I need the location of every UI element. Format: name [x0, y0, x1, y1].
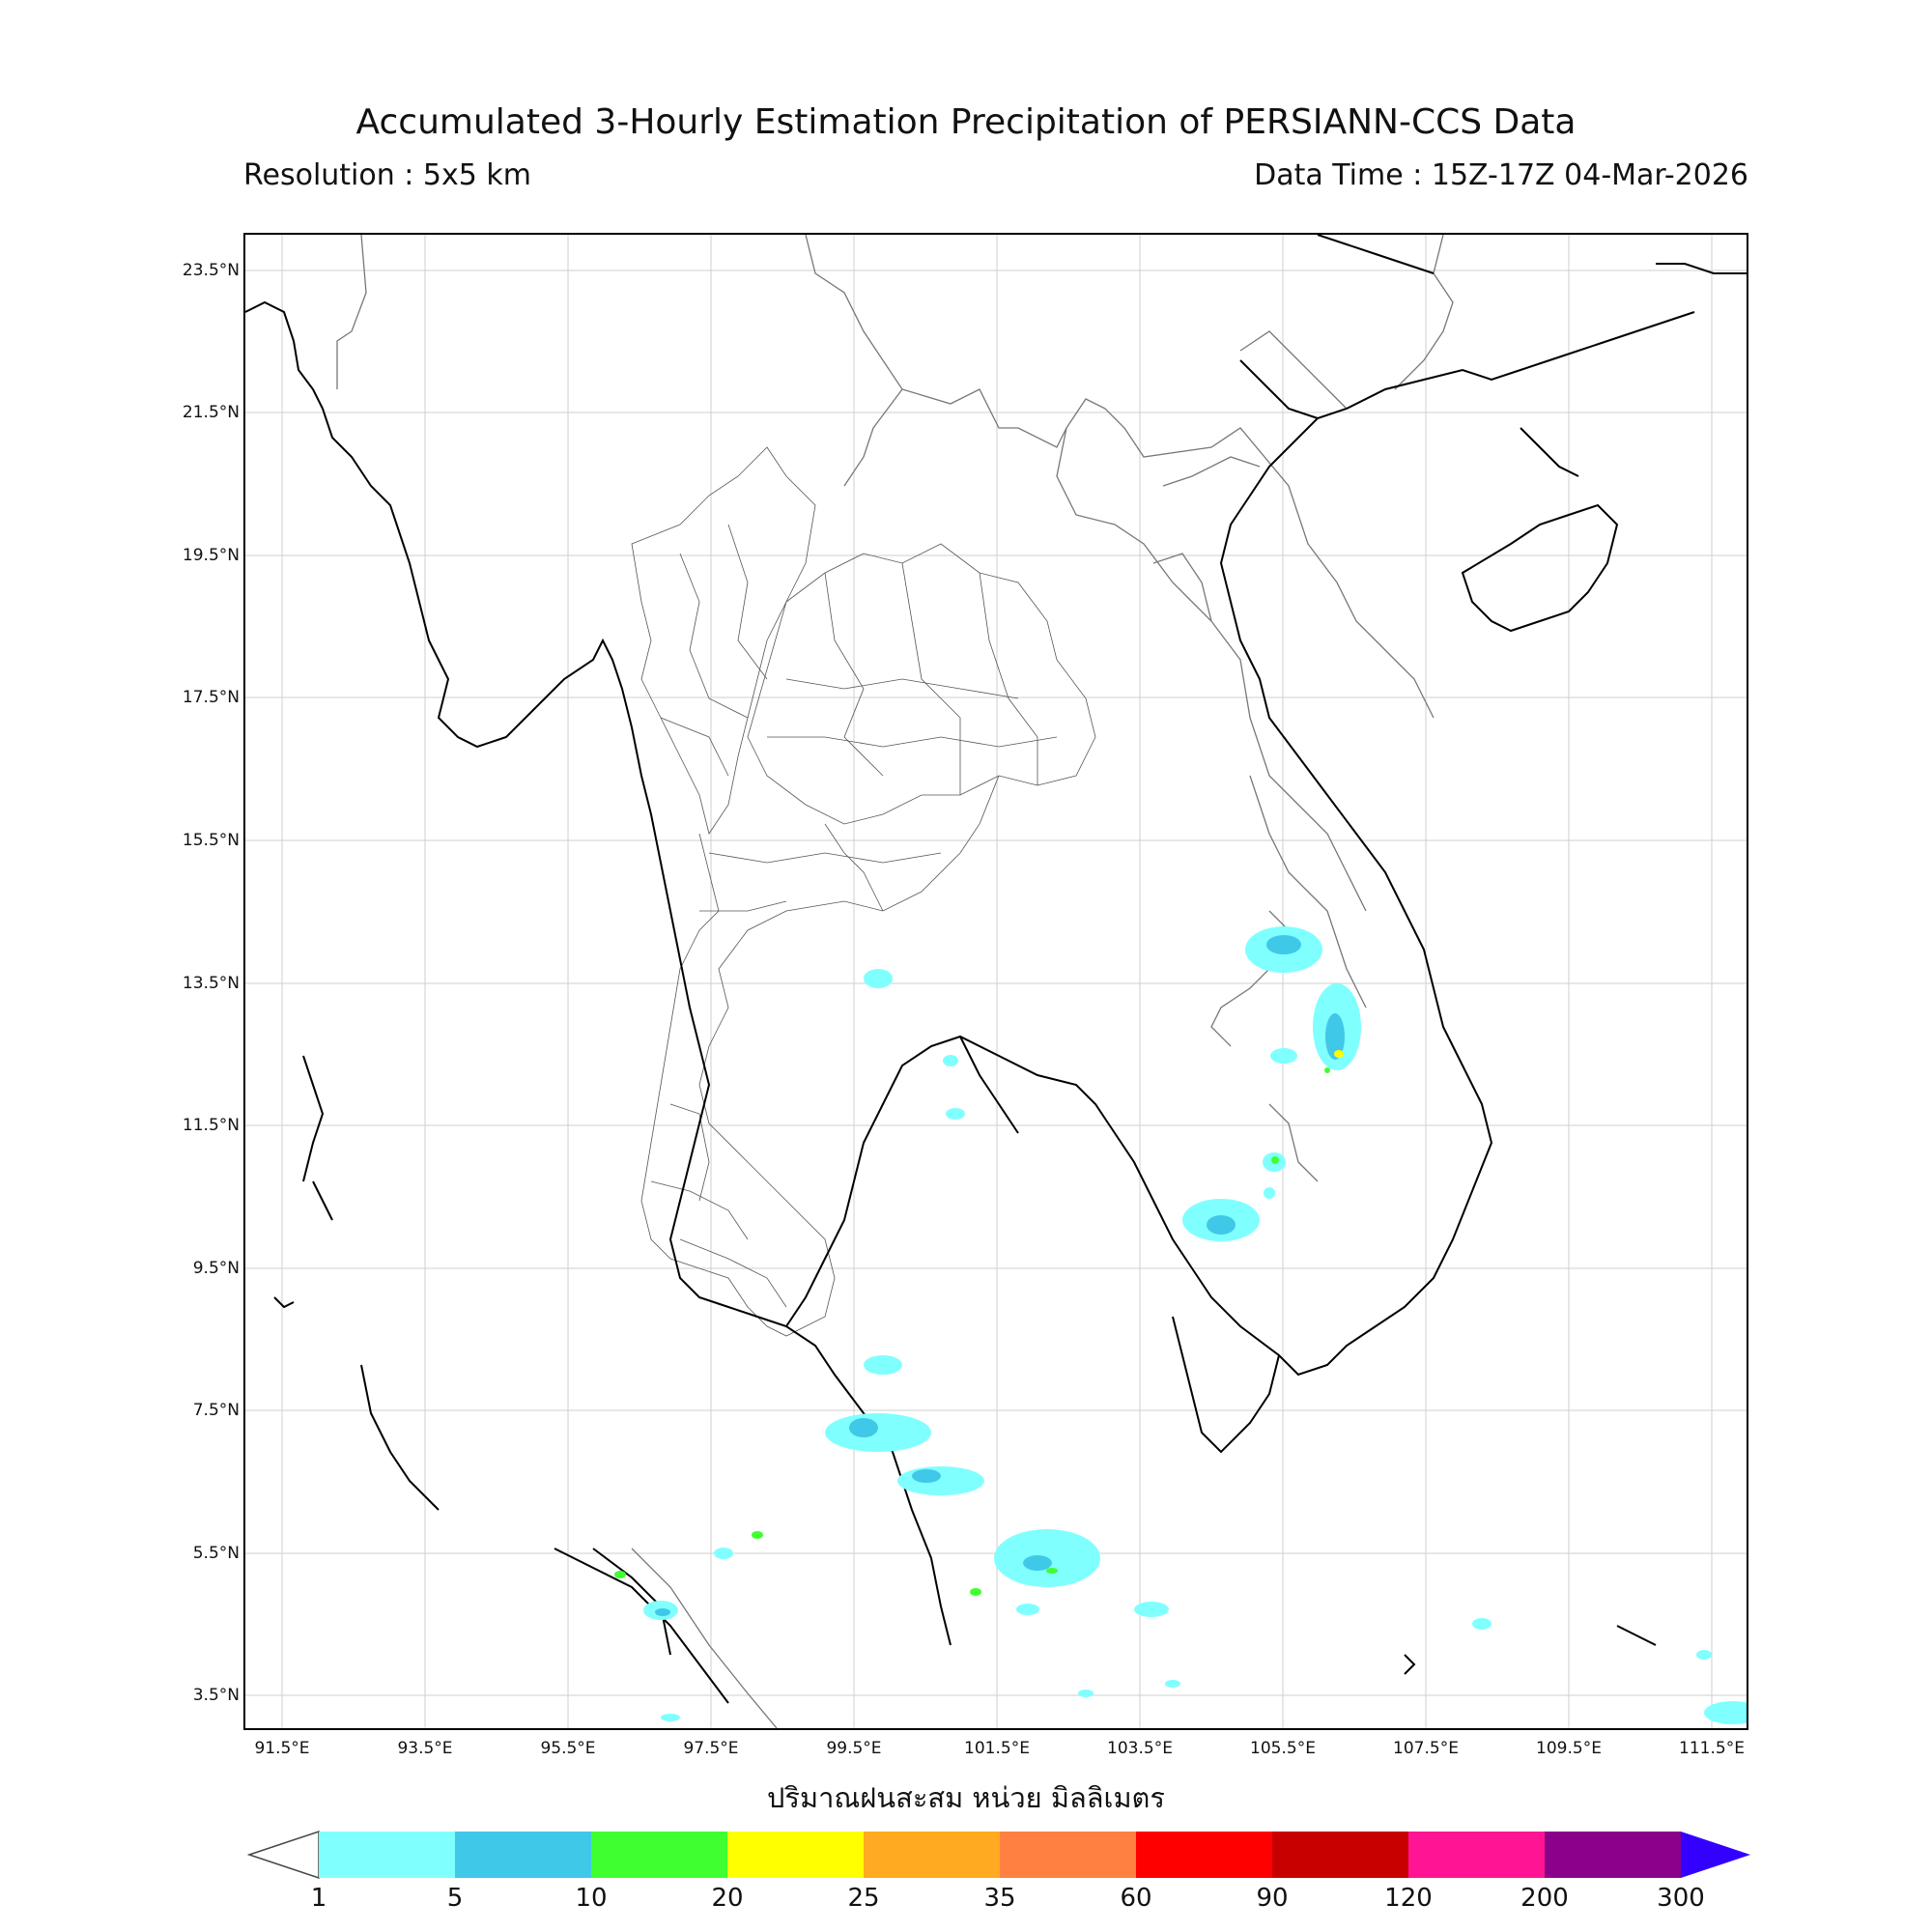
- rain-patch: [825, 1413, 931, 1452]
- lat-label: 15.5°N: [182, 831, 240, 850]
- rain-patch: [752, 1531, 763, 1539]
- rain-patch: [1472, 1618, 1492, 1630]
- colorbar-tick: 1: [310, 1884, 327, 1913]
- colorbar-tick: 60: [1120, 1884, 1152, 1913]
- rain-patch: [1325, 1013, 1345, 1060]
- map-panel[interactable]: [243, 233, 1748, 1730]
- rain-patch: [1046, 1568, 1058, 1574]
- lat-label: 17.5°N: [182, 688, 240, 707]
- rain-patch: [912, 1469, 941, 1483]
- lon-label: 109.5°E: [1536, 1739, 1602, 1758]
- data-time-label: Data Time : 15Z-17Z 04-Mar-2026: [1254, 158, 1748, 192]
- lon-label: 95.5°E: [540, 1739, 596, 1758]
- rain-patch: [1264, 1187, 1275, 1199]
- lat-label: 23.5°N: [182, 261, 240, 280]
- lat-label: 7.5°N: [192, 1401, 240, 1420]
- map-canvas: [245, 235, 1747, 1728]
- colorbar-segment: [1272, 1832, 1408, 1878]
- colorbar-segments: [319, 1832, 1681, 1878]
- rain-patch: [1704, 1701, 1747, 1724]
- lat-label: 3.5°N: [192, 1686, 240, 1705]
- colorbar-segment: [1000, 1832, 1136, 1878]
- rain-patch: [864, 969, 893, 988]
- lon-label: 99.5°E: [826, 1739, 882, 1758]
- country-borders: [336, 235, 1454, 1728]
- colorbar-segment: [1545, 1832, 1681, 1878]
- rain-patch: [1270, 1048, 1297, 1064]
- rain-patch: [1134, 1602, 1169, 1617]
- colorbar-segment: [591, 1832, 727, 1878]
- rain-patch: [1207, 1215, 1236, 1235]
- colorbar-tick: 200: [1520, 1884, 1569, 1913]
- precipitation-layer: [614, 926, 1747, 1724]
- lon-label: 93.5°E: [397, 1739, 453, 1758]
- rain-patch: [714, 1548, 733, 1559]
- rain-patch: [849, 1418, 878, 1437]
- rain-patch: [1324, 1067, 1330, 1073]
- graticule: [245, 235, 1747, 1728]
- colorbar: [246, 1830, 1750, 1880]
- coastlines: [245, 235, 1747, 1704]
- lon-label: 91.5°E: [254, 1739, 310, 1758]
- rain-patch: [661, 1714, 680, 1721]
- x-axis-label: ปริมาณฝนสะสม หน่วย มิลลิเมตร: [767, 1781, 1165, 1814]
- rain-patch: [1078, 1690, 1094, 1697]
- colorbar-segment: [319, 1832, 455, 1878]
- colorbar-segment: [1136, 1832, 1272, 1878]
- rain-patch: [655, 1608, 670, 1616]
- colorbar-tick: 20: [711, 1884, 744, 1913]
- colorbar-tick: 120: [1384, 1884, 1433, 1913]
- rain-patch: [1165, 1680, 1180, 1688]
- rain-patch: [1016, 1604, 1039, 1615]
- colorbar-tick: 25: [847, 1884, 880, 1913]
- lat-label: 5.5°N: [192, 1544, 240, 1563]
- lat-label: 9.5°N: [192, 1259, 240, 1278]
- admin-boundaries: [631, 446, 1096, 1337]
- resolution-label: Resolution : 5x5 km: [243, 158, 531, 192]
- colorbar-tick: 35: [983, 1884, 1016, 1913]
- colorbar-tick: 90: [1256, 1884, 1289, 1913]
- colorbar-tick: 5: [446, 1884, 464, 1913]
- colorbar-under-arrow: [246, 1830, 320, 1880]
- lon-label: 101.5°E: [964, 1739, 1030, 1758]
- colorbar-segment: [1408, 1832, 1545, 1878]
- lat-label: 21.5°N: [182, 403, 240, 422]
- map-title: Accumulated 3-Hourly Estimation Precipit…: [355, 102, 1577, 142]
- lon-label: 105.5°E: [1250, 1739, 1316, 1758]
- colorbar-segment: [455, 1832, 591, 1878]
- rain-patch: [1696, 1650, 1712, 1660]
- rain-patch: [943, 1055, 958, 1066]
- colorbar-tick: 300: [1657, 1884, 1705, 1913]
- colorbar-segment: [727, 1832, 864, 1878]
- rain-patch: [614, 1571, 626, 1578]
- colorbar-tick: 10: [575, 1884, 608, 1913]
- colorbar-over-arrow: [1681, 1832, 1750, 1878]
- rain-patch: [1271, 1156, 1279, 1164]
- rain-patch: [897, 1466, 984, 1495]
- rain-patch: [864, 1355, 902, 1375]
- colorbar-segment: [864, 1832, 1000, 1878]
- lat-label: 11.5°N: [182, 1116, 240, 1135]
- lat-label: 19.5°N: [182, 546, 240, 565]
- lon-label: 97.5°E: [683, 1739, 739, 1758]
- rain-patch: [1023, 1555, 1052, 1571]
- lon-label: 111.5°E: [1679, 1739, 1745, 1758]
- rain-patch: [970, 1588, 981, 1596]
- lon-label: 103.5°E: [1107, 1739, 1173, 1758]
- lon-label: 107.5°E: [1393, 1739, 1459, 1758]
- rain-patch: [1334, 1050, 1344, 1058]
- rain-patch: [946, 1108, 965, 1120]
- rain-patch: [1266, 935, 1301, 954]
- lat-label: 13.5°N: [182, 974, 240, 993]
